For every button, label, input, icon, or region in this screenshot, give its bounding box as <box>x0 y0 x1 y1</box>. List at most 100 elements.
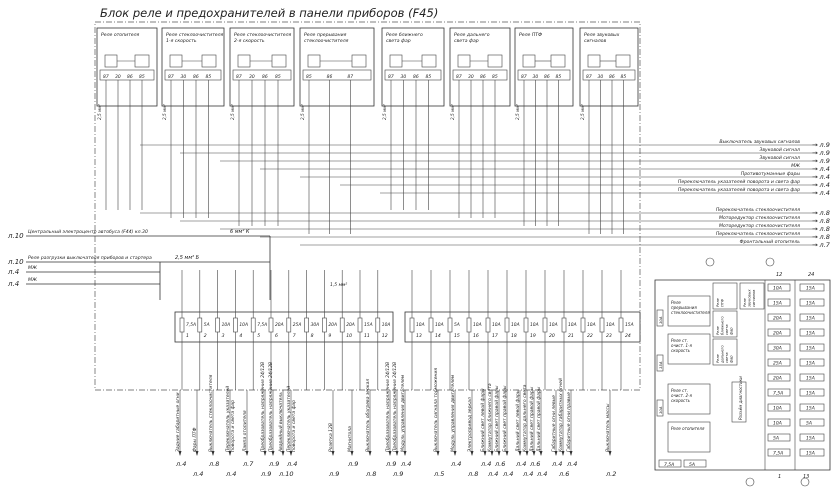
fusebox-relay-small <box>712 310 738 338</box>
fusebox-outline <box>654 279 831 471</box>
relay-label: Реле отопителя <box>671 426 705 431</box>
right-label: Переключатель стеклоочистителя <box>716 207 800 213</box>
fuse-rating: 10А <box>658 316 663 324</box>
fuse-rating: 20А <box>773 316 782 322</box>
relay-pin: 86 <box>327 74 333 80</box>
bottom-label: Фары ПТФ <box>192 427 198 452</box>
arrow-icon <box>178 451 182 456</box>
fusebox-fuse <box>799 433 825 442</box>
fuse-rating: 30А <box>773 346 782 352</box>
fuse-strip-right <box>404 311 641 343</box>
relay-label: 1-я скорость <box>166 38 197 44</box>
relay-pin-strip <box>302 69 372 81</box>
fuse-rating: 20А <box>773 331 782 337</box>
sheet-ref: → л.8 <box>812 217 830 225</box>
fusebox-fuse <box>799 403 825 412</box>
fuse-number: 10 <box>346 333 352 339</box>
fuse-number: 9 <box>328 333 331 339</box>
right-label: Фронтальный отопитель <box>740 239 801 245</box>
sheet-ref: → л.9 <box>812 157 830 165</box>
connector-label: Разъём диагностики <box>738 376 743 420</box>
relay-pin: 30 <box>401 74 407 80</box>
fuse-rating: 10А <box>382 322 391 328</box>
wire-section-label: 2,5 мм² <box>230 104 235 120</box>
right-label: Моторедуктор стеклоочистителя <box>719 223 800 229</box>
fuse-rating: 10А <box>530 322 539 328</box>
arrow-icon <box>289 451 293 456</box>
fusebox-fuse <box>799 313 825 322</box>
arrow-icon <box>331 451 335 456</box>
fusebox-fuse <box>799 373 825 382</box>
wire-section-label: 2,5 мм² <box>300 104 305 120</box>
arrow-icon <box>497 451 501 456</box>
arrow-icon <box>532 451 536 456</box>
fusebox-fuse <box>767 283 791 292</box>
fuse-number: 22 <box>587 333 593 339</box>
fuse-number: 24 <box>625 333 631 339</box>
sheet-ref: → л.8 <box>812 225 830 233</box>
arrow-icon <box>505 451 509 456</box>
sheet-ref: л.4 <box>515 460 526 468</box>
fusebox-side-fuse <box>656 399 664 417</box>
fusebox-bottom-fuse <box>683 459 707 468</box>
bottom-label: Модуль управления двигателем <box>450 374 456 452</box>
fuse-number: 18 <box>511 333 517 339</box>
wire-section-label: 1,5 мм² <box>330 282 347 288</box>
fuse-number: 14 <box>435 333 441 339</box>
arrow-icon <box>483 451 487 456</box>
relay-pin: 85 <box>556 74 562 80</box>
bottom-label: Габаритные огни правые <box>566 392 572 452</box>
relay-label: Реле звуковых <box>584 32 620 38</box>
fuse-number: 20 <box>549 333 555 339</box>
fuse-rating: 7,5А <box>773 391 783 397</box>
relay-label: Реле прерывания стеклоочистителя <box>671 300 710 315</box>
fusebox-side-fuse <box>656 354 664 372</box>
fuse-rating: 10А <box>222 322 231 328</box>
relay-label: света фар <box>454 38 479 44</box>
relay-pin-strip <box>99 69 155 81</box>
arrow-icon <box>518 451 522 456</box>
fusebox-fuse <box>799 418 825 427</box>
fuse-rating: 10А <box>549 322 558 328</box>
fuse-rating: 30А <box>311 322 320 328</box>
right-label: Звуковой сигнал <box>759 155 800 161</box>
fusebox-relay-small <box>712 338 738 366</box>
fuse-number: 23 <box>606 333 612 339</box>
wire-section-label: 2,5 мм² <box>580 104 585 120</box>
fuse-number: 5 <box>257 333 260 339</box>
fusebox-fuse <box>767 298 791 307</box>
arrow-icon <box>490 451 494 456</box>
relay-pin: 86 <box>127 74 133 80</box>
sheet-ref: → л.8 <box>812 233 830 241</box>
fuse-rating: 20А <box>346 322 355 328</box>
arrow-icon <box>281 451 285 456</box>
arrow-icon <box>271 451 275 456</box>
fuse-number: 12 <box>382 333 388 339</box>
relay-label: сигналов <box>584 39 606 44</box>
relay-label: стеклоочистителя <box>304 39 349 44</box>
fuse-rating: 15А <box>364 322 373 328</box>
sheet-ref: л.4 <box>551 460 562 468</box>
fuse-rating: 15А <box>806 436 815 442</box>
fusebox-fuse <box>767 313 791 322</box>
fuse-rating: 10А <box>773 421 782 427</box>
diagnostic-connector <box>731 381 747 423</box>
sheet-ref: л.9 <box>328 470 339 478</box>
relay-pin-strip <box>232 69 292 81</box>
wire-section-label: 2,5 мм² <box>515 104 520 120</box>
fusebox-fuse <box>799 343 825 352</box>
arrow-icon <box>388 451 392 456</box>
relay-pin-strip <box>582 69 636 81</box>
arrow-icon <box>470 451 474 456</box>
arrow-icon <box>395 451 399 456</box>
relay-pin: 86 <box>609 74 615 80</box>
fusebox-fuse <box>767 343 791 352</box>
sheet-ref: л.2 <box>605 470 616 478</box>
relay-pin: 86 <box>193 74 199 80</box>
fuse-number: 16 <box>473 333 479 339</box>
fusebox-fuse <box>799 328 825 337</box>
mount-hole <box>765 257 775 267</box>
bottom-label: Магнитола <box>347 426 353 452</box>
relay-pin: 87 <box>521 74 527 80</box>
